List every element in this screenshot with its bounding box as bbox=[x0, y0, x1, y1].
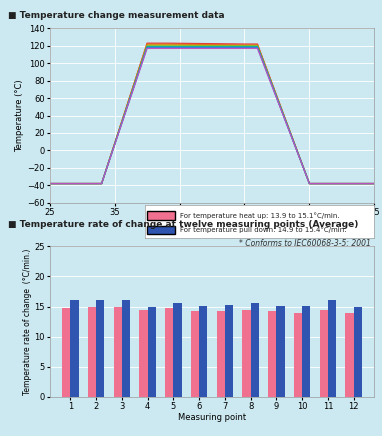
Text: For temperature pull down: 14.9 to 15.4°C/min.: For temperature pull down: 14.9 to 15.4°… bbox=[180, 226, 346, 233]
Bar bbox=[191, 311, 199, 397]
Bar bbox=[251, 303, 259, 397]
Text: ■ Temperature rate of change at twelve measuring points (Average): ■ Temperature rate of change at twelve m… bbox=[8, 220, 358, 229]
Y-axis label: Temperature rate of change  (°C/min.): Temperature rate of change (°C/min.) bbox=[23, 249, 32, 395]
Bar bbox=[320, 310, 328, 397]
Bar bbox=[147, 307, 156, 397]
Bar bbox=[113, 307, 122, 397]
Bar bbox=[122, 300, 130, 397]
Bar bbox=[277, 306, 285, 397]
Bar bbox=[302, 306, 311, 397]
Text: For temperature heat up: 13.9 to 15.1°C/min.: For temperature heat up: 13.9 to 15.1°C/… bbox=[180, 212, 339, 219]
FancyBboxPatch shape bbox=[147, 225, 175, 234]
Y-axis label: Temperature (°C): Temperature (°C) bbox=[15, 79, 24, 152]
Bar bbox=[217, 311, 225, 397]
Bar bbox=[139, 310, 147, 397]
Bar bbox=[268, 311, 277, 397]
Bar bbox=[62, 308, 70, 397]
Bar bbox=[294, 313, 302, 397]
Bar bbox=[165, 308, 173, 397]
Bar bbox=[96, 300, 104, 397]
X-axis label: Measuring point: Measuring point bbox=[178, 413, 246, 422]
Bar bbox=[354, 307, 362, 397]
X-axis label: Time (min.): Time (min.) bbox=[188, 219, 236, 228]
Text: ■ Temperature change measurement data: ■ Temperature change measurement data bbox=[8, 11, 224, 20]
Bar bbox=[199, 306, 207, 397]
FancyBboxPatch shape bbox=[147, 211, 175, 220]
Bar bbox=[345, 313, 354, 397]
Bar bbox=[328, 300, 336, 397]
Bar bbox=[173, 303, 181, 397]
Bar bbox=[70, 300, 79, 397]
Text: * Conforms to IEC60068-3-5: 2001: * Conforms to IEC60068-3-5: 2001 bbox=[239, 239, 371, 248]
Bar bbox=[243, 310, 251, 397]
Bar bbox=[225, 305, 233, 397]
Bar bbox=[88, 307, 96, 397]
